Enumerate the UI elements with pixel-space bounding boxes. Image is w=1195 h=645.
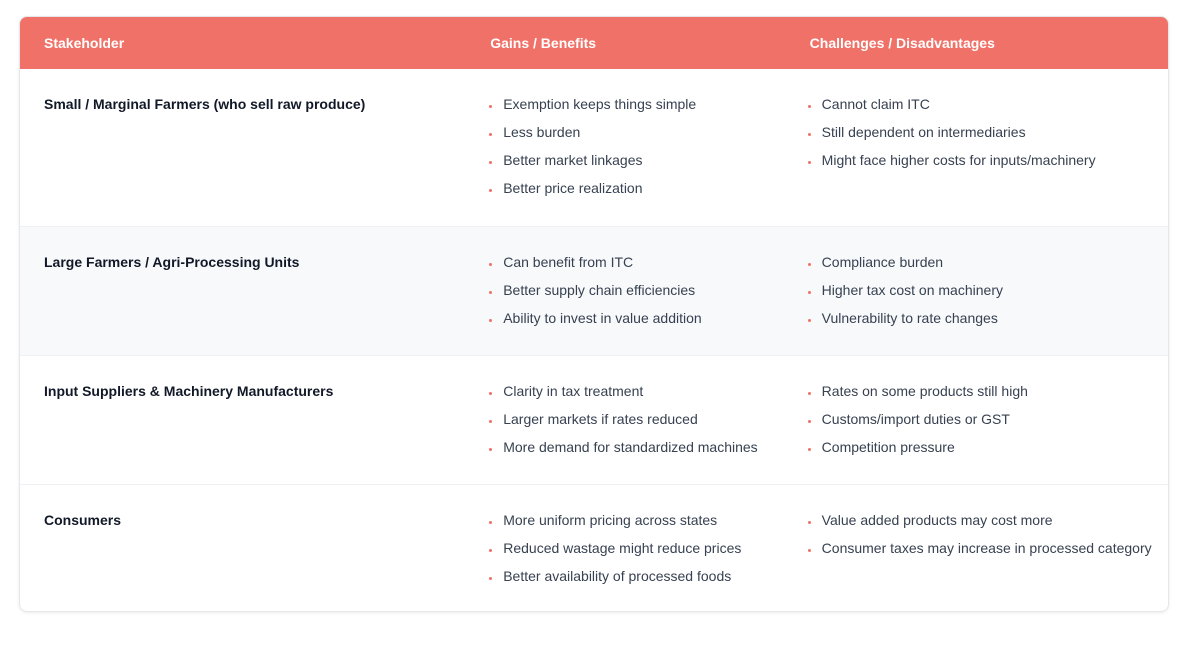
bullet-icon [489, 105, 493, 108]
gain-item: More demand for standardized machines [489, 439, 785, 467]
challenge-item: Value added products may cost more [807, 512, 1168, 540]
bullet-icon [489, 133, 493, 136]
challenges-cell: Cannot claim ITC Still dependent on inte… [786, 69, 1168, 226]
gain-item: Exemption keeps things simple [489, 96, 785, 124]
bullet-icon [807, 521, 811, 524]
gains-cell: Clarity in tax treatment Larger markets … [466, 356, 785, 484]
bullet-icon [807, 291, 811, 294]
stakeholder-name: Input Suppliers & Machinery Manufacturer… [44, 383, 334, 399]
bullet-icon [807, 319, 811, 322]
table-row: Consumers More uniform pricing across st… [20, 484, 1168, 611]
gain-item: More uniform pricing across states [489, 512, 785, 540]
gain-item: Ability to invest in value addition [489, 310, 785, 338]
bullet-icon [807, 161, 811, 164]
bullet-icon [489, 263, 493, 266]
bullet-icon [489, 392, 493, 395]
gain-item: Less burden [489, 124, 785, 152]
bullet-icon [489, 549, 493, 552]
challenges-cell: Compliance burden Higher tax cost on mac… [786, 227, 1168, 355]
challenge-item: Might face higher costs for inputs/machi… [807, 152, 1168, 180]
bullet-icon [489, 319, 493, 322]
challenge-item: Higher tax cost on machinery [807, 282, 1168, 310]
gain-item: Clarity in tax treatment [489, 383, 785, 411]
gain-item: Better market linkages [489, 152, 785, 180]
challenge-item: Consumer taxes may increase in processed… [807, 540, 1168, 568]
gain-item: Reduced wastage might reduce prices [489, 540, 785, 568]
gain-item: Better supply chain efficiencies [489, 282, 785, 310]
bullet-icon [489, 577, 493, 580]
gains-cell: Can benefit from ITC Better supply chain… [466, 227, 785, 355]
bullet-icon [807, 420, 811, 423]
table-header: Stakeholder Gains / Benefits Challenges … [20, 17, 1168, 69]
stakeholder-table: Stakeholder Gains / Benefits Challenges … [19, 16, 1169, 612]
challenge-item: Compliance burden [807, 254, 1168, 282]
table-row: Small / Marginal Farmers (who sell raw p… [20, 69, 1168, 226]
bullet-icon [807, 133, 811, 136]
bullet-icon [489, 189, 493, 192]
bullet-icon [489, 521, 493, 524]
challenge-item: Rates on some products still high [807, 383, 1168, 411]
challenges-cell: Value added products may cost more Consu… [786, 485, 1168, 611]
stakeholder-name: Consumers [44, 512, 122, 528]
challenge-item: Vulnerability to rate changes [807, 310, 1168, 338]
challenge-item: Customs/import duties or GST [807, 411, 1168, 439]
challenge-item: Cannot claim ITC [807, 96, 1168, 124]
bullet-icon [807, 549, 811, 552]
challenges-cell: Rates on some products still high Custom… [786, 356, 1168, 484]
bullet-icon [807, 263, 811, 266]
bullet-icon [807, 448, 811, 451]
challenge-item: Still dependent on intermediaries [807, 124, 1168, 152]
stakeholder-name: Large Farmers / Agri-Processing Units [44, 254, 300, 270]
table-row: Large Farmers / Agri-Processing Units Ca… [20, 226, 1168, 355]
bullet-icon [489, 161, 493, 164]
header-stakeholder: Stakeholder [44, 35, 125, 51]
table-row: Input Suppliers & Machinery Manufacturer… [20, 355, 1168, 484]
stakeholder-name: Small / Marginal Farmers (who sell raw p… [44, 96, 366, 112]
gains-cell: Exemption keeps things simple Less burde… [466, 69, 785, 226]
gain-item: Larger markets if rates reduced [489, 411, 785, 439]
gain-item: Can benefit from ITC [489, 254, 785, 282]
gain-item: Better price realization [489, 180, 785, 208]
header-challenges: Challenges / Disadvantages [809, 35, 995, 51]
bullet-icon [489, 420, 493, 423]
gains-cell: More uniform pricing across states Reduc… [466, 485, 785, 611]
challenge-item: Competition pressure [807, 439, 1168, 467]
bullet-icon [489, 291, 493, 294]
bullet-icon [489, 448, 493, 451]
bullet-icon [807, 392, 811, 395]
header-gains: Gains / Benefits [490, 35, 597, 51]
bullet-icon [807, 105, 811, 108]
gain-item: Better availability of processed foods [489, 568, 785, 596]
